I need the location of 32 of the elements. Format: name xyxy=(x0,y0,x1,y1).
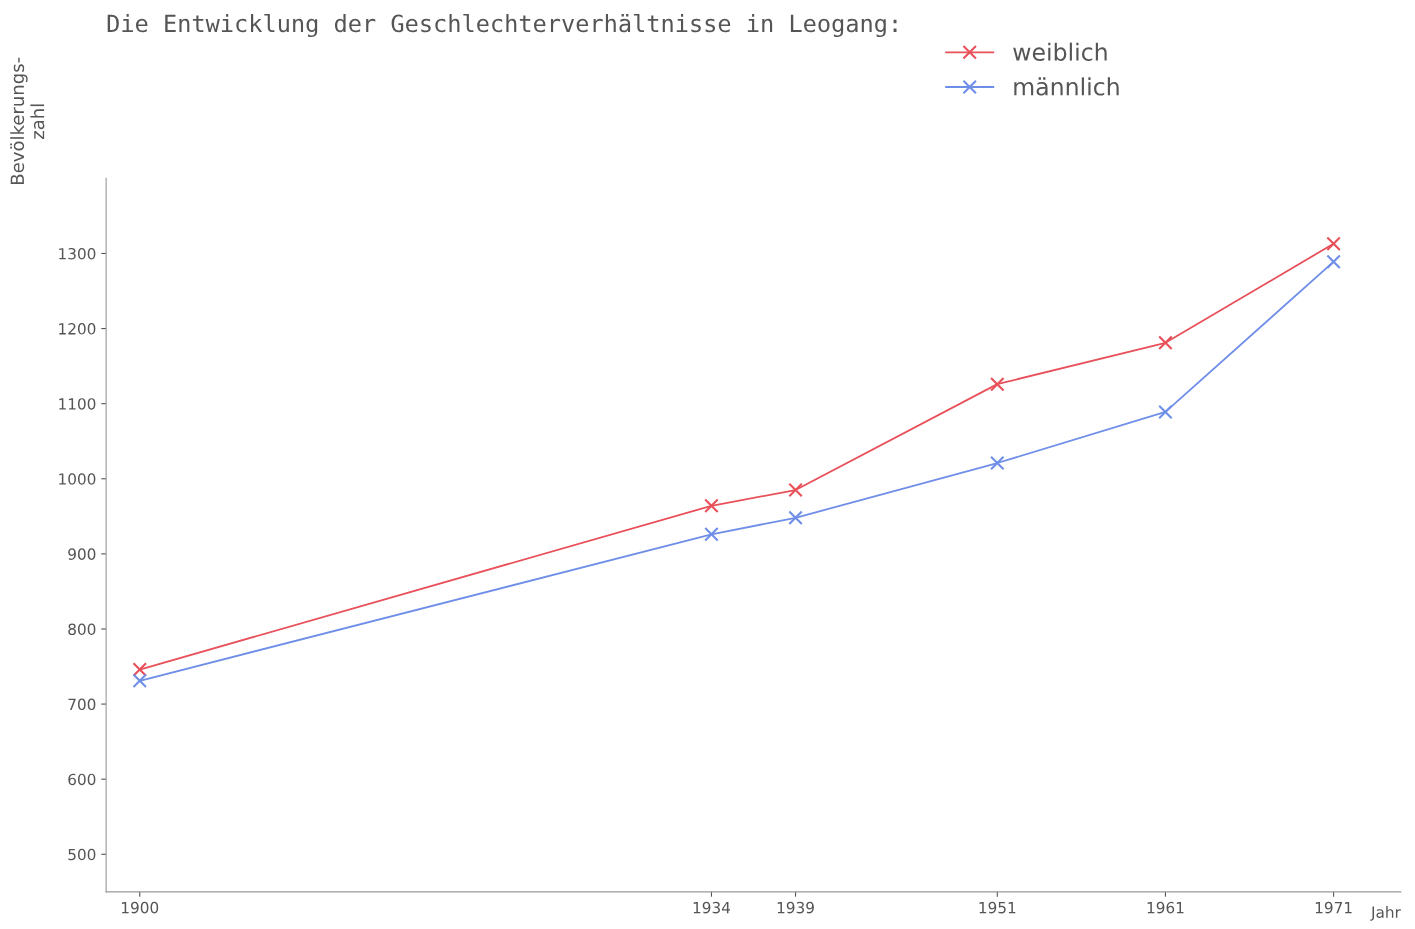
y-tick-label: 700 xyxy=(68,698,96,711)
point xyxy=(990,376,1005,392)
y-tick-label: 900 xyxy=(68,548,96,560)
point xyxy=(132,662,148,677)
point xyxy=(704,498,719,514)
legend-label: männlich xyxy=(1014,77,1119,96)
y-axis-title: Bevölkerungs- zahl xyxy=(10,57,45,184)
point xyxy=(788,482,803,498)
point xyxy=(788,510,803,526)
point xyxy=(132,673,148,689)
x-tick-label: 1900 xyxy=(121,901,159,914)
legend-label: weiblich xyxy=(1013,42,1107,61)
y-tick-label: 1200 xyxy=(59,323,96,335)
chart-title: Die Entwicklung der Geschlechterverhältnisse in Leogang: xyxy=(107,13,897,38)
y-tick-label: 600 xyxy=(68,773,96,786)
y-tick-label: 1300 xyxy=(59,247,96,260)
x-axis-title: Jahr xyxy=(1370,906,1401,921)
x-tick-label: 1939 xyxy=(777,901,814,914)
x-tick-label: 1934 xyxy=(693,901,731,914)
y-tick-label: 800 xyxy=(68,623,96,635)
x-tick-label: 1971 xyxy=(1315,901,1352,914)
x-tick-label: 1951 xyxy=(979,901,1016,914)
point xyxy=(1158,335,1173,351)
point xyxy=(1158,404,1173,420)
point xyxy=(704,527,719,542)
point xyxy=(1326,236,1341,251)
point xyxy=(990,455,1005,471)
x-tick-label: 1961 xyxy=(1147,901,1184,914)
y-tick-label: 500 xyxy=(68,848,96,861)
y-tick-label: 1000 xyxy=(59,473,96,485)
y-tick-label: 1100 xyxy=(59,398,96,410)
point xyxy=(1326,254,1341,270)
